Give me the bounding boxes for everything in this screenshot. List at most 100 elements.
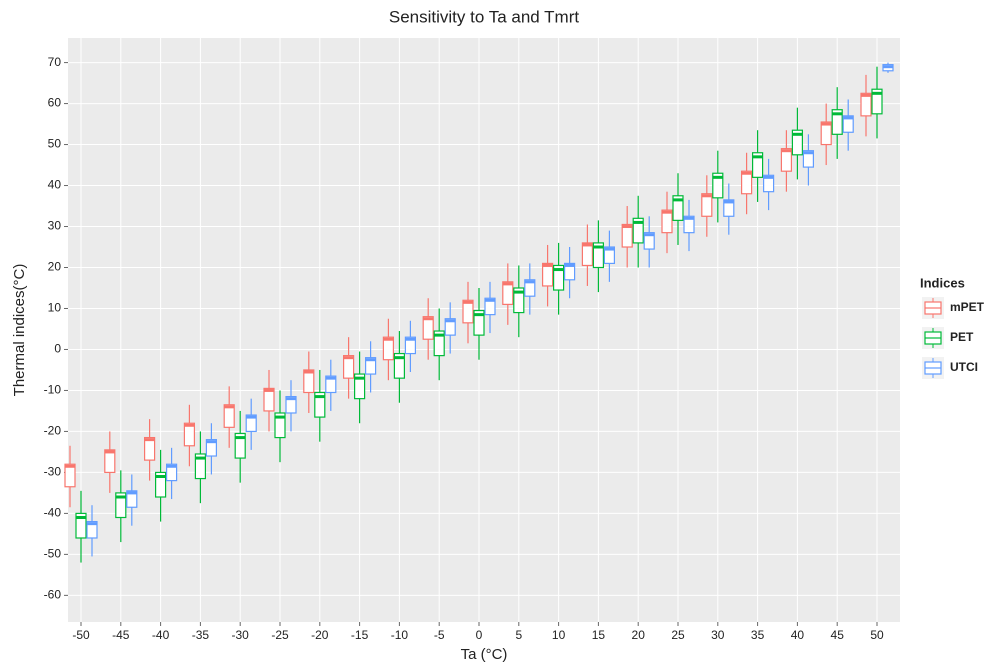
x-tick-label: -45 [112, 628, 130, 642]
box [365, 357, 377, 375]
y-tick-label: 40 [48, 178, 62, 192]
x-tick-label: -5 [434, 628, 445, 642]
y-tick-label: 30 [48, 219, 62, 233]
box [205, 439, 217, 457]
box [513, 287, 525, 314]
legend-label: mPET [950, 300, 985, 314]
box [144, 436, 156, 461]
box [285, 395, 297, 414]
x-tick-label: -40 [152, 628, 170, 642]
box [325, 375, 337, 394]
x-tick-label: 0 [476, 628, 483, 642]
x-tick-label: -20 [311, 628, 329, 642]
x-axis-label: Ta (°C) [461, 646, 508, 663]
x-tick-label: 45 [831, 628, 845, 642]
box [802, 150, 815, 168]
box [343, 355, 355, 379]
box [104, 449, 116, 474]
box [115, 492, 127, 519]
x-tick-label: -35 [192, 628, 210, 642]
box [126, 490, 138, 508]
box [661, 209, 673, 234]
y-tick-label: 60 [48, 96, 62, 110]
box [842, 115, 854, 133]
y-tick-label: -20 [44, 424, 62, 438]
box [274, 412, 286, 439]
box [64, 463, 76, 488]
x-tick-label: 25 [671, 628, 685, 642]
box [762, 174, 775, 193]
box [820, 121, 832, 146]
box [621, 223, 633, 248]
legend-title: Indices [920, 275, 965, 290]
box [86, 520, 98, 539]
x-tick-label: 10 [552, 628, 566, 642]
box [683, 215, 695, 234]
legend-label: PET [950, 330, 974, 344]
box [433, 330, 445, 357]
box [632, 217, 644, 244]
y-tick-label: -60 [44, 588, 62, 602]
y-axis-label: Thermal indices(°C) [11, 264, 28, 397]
box [723, 199, 735, 217]
box [552, 264, 565, 291]
x-tick-label: 35 [751, 628, 765, 642]
box [712, 172, 724, 199]
y-tick-label: 70 [48, 55, 62, 69]
box [740, 170, 753, 195]
x-tick-label: -25 [271, 628, 289, 642]
box [354, 373, 366, 400]
box [502, 281, 514, 305]
box [871, 88, 883, 115]
box [541, 262, 554, 287]
box [263, 387, 275, 412]
x-tick-label: 20 [632, 628, 646, 642]
x-tick-label: 50 [870, 628, 884, 642]
box [672, 195, 684, 221]
box [194, 453, 206, 480]
box [524, 279, 536, 297]
box [603, 246, 616, 265]
box [473, 309, 485, 336]
box [581, 242, 594, 267]
box [223, 404, 235, 428]
box [303, 369, 315, 394]
box [831, 109, 843, 135]
box [592, 242, 605, 269]
box [643, 232, 655, 250]
box [245, 414, 257, 433]
box [422, 316, 434, 340]
chart-title: Sensitivity to Ta and Tmrt [389, 7, 580, 26]
box [166, 463, 178, 482]
box [563, 262, 576, 281]
box [780, 148, 793, 172]
legend-label: UTCI [950, 360, 978, 374]
box [484, 297, 496, 316]
x-tick-label: -15 [351, 628, 369, 642]
box [155, 471, 167, 498]
y-tick-label: 20 [48, 260, 62, 274]
box [382, 336, 394, 361]
box [314, 391, 326, 418]
y-tick-label: -10 [44, 383, 62, 397]
box [751, 152, 764, 178]
box [462, 299, 474, 324]
box [444, 318, 456, 336]
box [860, 92, 872, 117]
x-tick-label: 30 [711, 628, 725, 642]
x-tick-label: 40 [791, 628, 805, 642]
box [183, 422, 195, 447]
box [701, 193, 713, 217]
y-tick-label: -50 [44, 547, 62, 561]
box [791, 129, 804, 156]
box [393, 352, 405, 379]
y-tick-label: -40 [44, 506, 62, 520]
y-tick-label: 50 [48, 137, 62, 151]
y-tick-label: -30 [44, 465, 62, 479]
box [234, 432, 246, 459]
x-tick-label: 5 [515, 628, 522, 642]
box [404, 336, 416, 355]
x-tick-label: -10 [391, 628, 409, 642]
x-tick-label: -50 [72, 628, 90, 642]
